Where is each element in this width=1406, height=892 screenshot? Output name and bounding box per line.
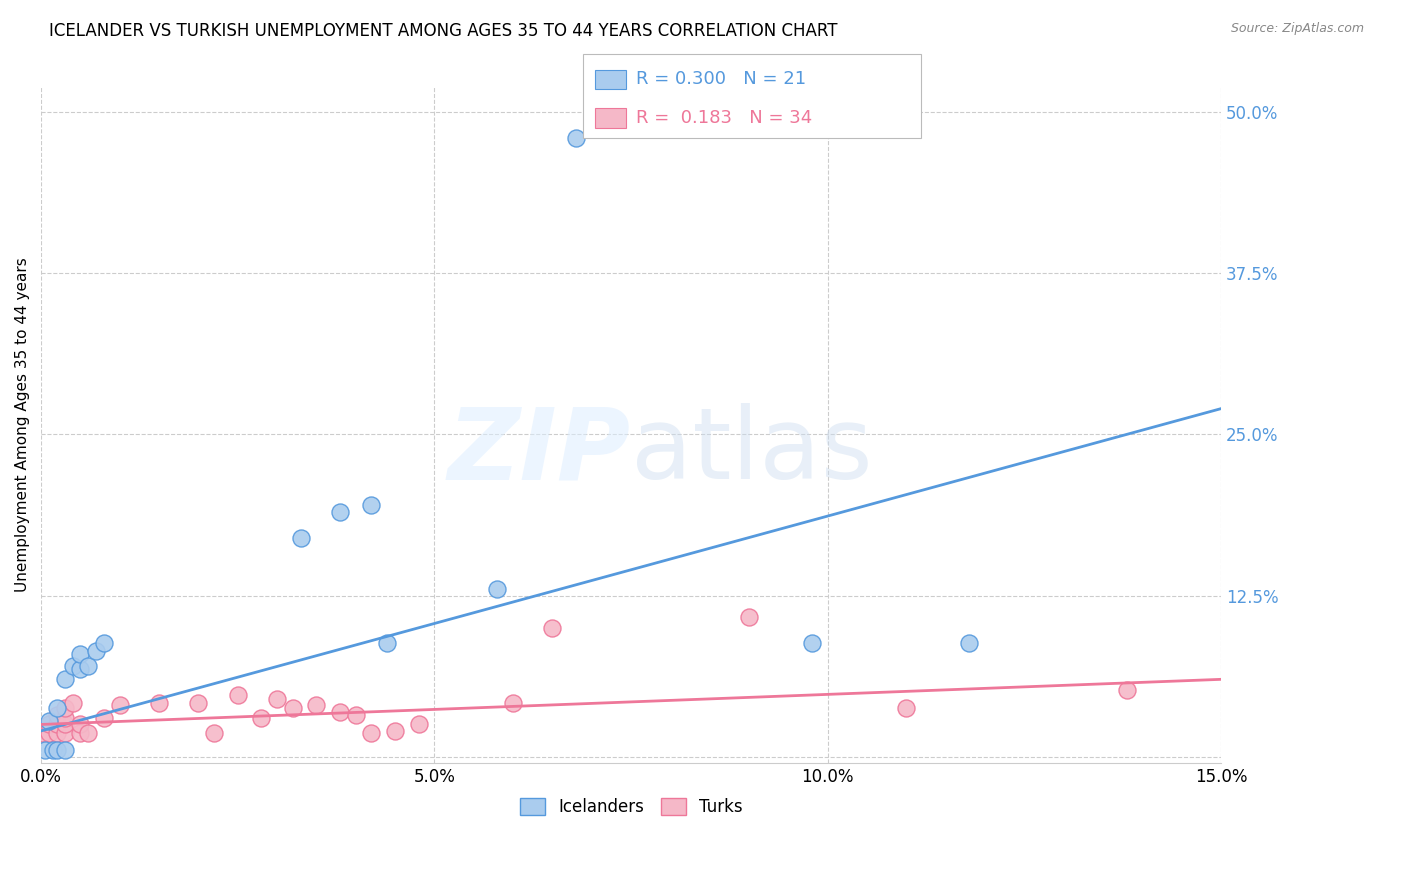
Icelanders bbox=[290, 531, 312, 545]
Turks bbox=[53, 726, 76, 740]
Icelanders bbox=[93, 636, 115, 650]
Turks bbox=[1115, 682, 1137, 697]
Turks bbox=[408, 717, 430, 731]
Icelanders bbox=[38, 714, 60, 728]
Turks bbox=[108, 698, 131, 712]
Turks bbox=[541, 621, 564, 635]
Turks bbox=[38, 726, 60, 740]
Turks bbox=[53, 711, 76, 725]
Text: ICELANDER VS TURKISH UNEMPLOYMENT AMONG AGES 35 TO 44 YEARS CORRELATION CHART: ICELANDER VS TURKISH UNEMPLOYMENT AMONG … bbox=[49, 22, 838, 40]
Turks bbox=[62, 696, 84, 710]
Turks bbox=[738, 610, 761, 624]
Turks bbox=[93, 711, 115, 725]
Icelanders bbox=[34, 743, 56, 757]
Turks bbox=[148, 696, 170, 710]
Icelanders bbox=[62, 659, 84, 673]
Turks bbox=[250, 711, 273, 725]
Turks bbox=[202, 726, 225, 740]
Icelanders bbox=[801, 636, 824, 650]
Icelanders bbox=[42, 743, 65, 757]
Turks bbox=[502, 696, 524, 710]
Icelanders bbox=[84, 644, 107, 658]
Text: R =  0.183   N = 34: R = 0.183 N = 34 bbox=[636, 109, 811, 127]
Text: Source: ZipAtlas.com: Source: ZipAtlas.com bbox=[1230, 22, 1364, 36]
Turks bbox=[77, 726, 100, 740]
Icelanders bbox=[45, 743, 67, 757]
Turks bbox=[187, 696, 209, 710]
Text: atlas: atlas bbox=[631, 403, 873, 500]
Icelanders bbox=[53, 743, 76, 757]
Icelanders bbox=[69, 662, 91, 676]
Turks bbox=[344, 708, 367, 723]
Turks bbox=[45, 717, 67, 731]
Icelanders bbox=[329, 505, 352, 519]
Icelanders bbox=[360, 498, 382, 512]
Turks bbox=[305, 698, 328, 712]
Icelanders bbox=[69, 647, 91, 661]
Turks bbox=[384, 723, 406, 738]
Icelanders bbox=[77, 659, 100, 673]
Icelanders bbox=[486, 582, 509, 596]
Turks bbox=[53, 717, 76, 731]
Y-axis label: Unemployment Among Ages 35 to 44 years: Unemployment Among Ages 35 to 44 years bbox=[15, 258, 30, 592]
Turks bbox=[31, 726, 53, 740]
Icelanders bbox=[45, 700, 67, 714]
Turks bbox=[53, 700, 76, 714]
Icelanders bbox=[957, 636, 980, 650]
Legend: Icelanders, Turks: Icelanders, Turks bbox=[513, 791, 749, 822]
Turks bbox=[360, 726, 382, 740]
Turks bbox=[329, 705, 352, 719]
Text: R = 0.300   N = 21: R = 0.300 N = 21 bbox=[636, 70, 806, 88]
Turks bbox=[69, 726, 91, 740]
Turks bbox=[896, 700, 918, 714]
Turks bbox=[281, 700, 304, 714]
Turks bbox=[38, 717, 60, 731]
Turks bbox=[226, 688, 249, 702]
Turks bbox=[45, 726, 67, 740]
Turks bbox=[69, 717, 91, 731]
Turks bbox=[266, 691, 288, 706]
Text: ZIP: ZIP bbox=[449, 403, 631, 500]
Icelanders bbox=[565, 131, 588, 145]
Icelanders bbox=[375, 636, 398, 650]
Icelanders bbox=[53, 673, 76, 687]
Turks bbox=[45, 708, 67, 723]
